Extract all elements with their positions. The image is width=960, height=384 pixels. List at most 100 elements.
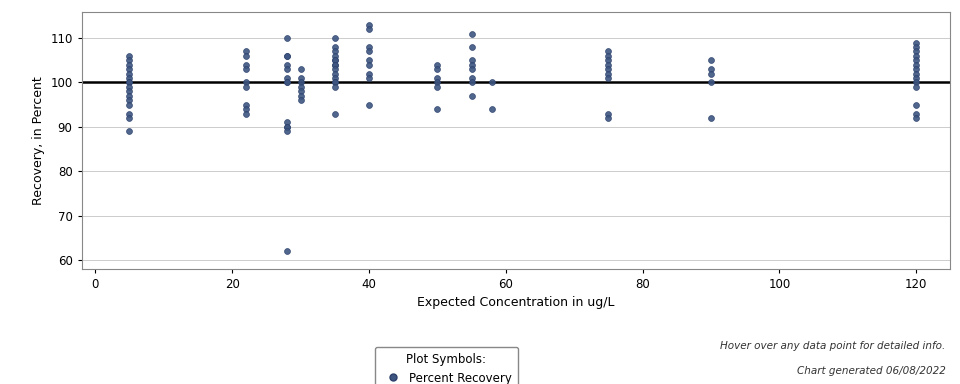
Point bbox=[908, 111, 924, 117]
Point bbox=[704, 66, 719, 72]
Point bbox=[279, 128, 295, 134]
Point bbox=[279, 53, 295, 59]
Point bbox=[293, 84, 308, 90]
Y-axis label: Recovery, in Percent: Recovery, in Percent bbox=[32, 76, 45, 205]
Point bbox=[122, 128, 137, 134]
Point bbox=[327, 66, 343, 72]
Point bbox=[908, 84, 924, 90]
Point bbox=[601, 66, 616, 72]
Point bbox=[908, 53, 924, 59]
Point bbox=[908, 57, 924, 63]
Point bbox=[361, 22, 376, 28]
Point bbox=[601, 53, 616, 59]
Legend: Percent Recovery: Percent Recovery bbox=[375, 347, 518, 384]
Point bbox=[601, 111, 616, 117]
Point bbox=[464, 44, 479, 50]
Point bbox=[238, 106, 253, 112]
Point bbox=[327, 57, 343, 63]
Point bbox=[279, 53, 295, 59]
Point bbox=[279, 35, 295, 41]
Point bbox=[601, 62, 616, 68]
Point bbox=[485, 106, 500, 112]
Point bbox=[122, 102, 137, 108]
Point bbox=[327, 84, 343, 90]
Point bbox=[279, 124, 295, 130]
Point bbox=[327, 79, 343, 86]
Point bbox=[430, 84, 445, 90]
Point bbox=[122, 66, 137, 72]
Point bbox=[122, 79, 137, 86]
Point bbox=[293, 66, 308, 72]
Point bbox=[908, 79, 924, 86]
Point bbox=[361, 48, 376, 55]
Point bbox=[704, 115, 719, 121]
Point bbox=[430, 66, 445, 72]
Point bbox=[601, 115, 616, 121]
Point bbox=[279, 75, 295, 81]
Point bbox=[327, 48, 343, 55]
Point bbox=[327, 57, 343, 63]
Point bbox=[430, 62, 445, 68]
Point bbox=[238, 79, 253, 86]
Point bbox=[361, 102, 376, 108]
Point bbox=[464, 79, 479, 86]
Point bbox=[279, 66, 295, 72]
Point bbox=[430, 79, 445, 86]
Point bbox=[122, 84, 137, 90]
Point bbox=[908, 48, 924, 55]
Point bbox=[908, 40, 924, 46]
Point bbox=[361, 44, 376, 50]
Point bbox=[704, 79, 719, 86]
Point bbox=[908, 71, 924, 77]
Point bbox=[327, 71, 343, 77]
Point bbox=[464, 57, 479, 63]
Point bbox=[122, 53, 137, 59]
Point bbox=[238, 53, 253, 59]
Point bbox=[122, 57, 137, 63]
Point bbox=[293, 97, 308, 103]
Point bbox=[293, 93, 308, 99]
Point bbox=[704, 71, 719, 77]
Point bbox=[293, 75, 308, 81]
Point bbox=[485, 79, 500, 86]
Point bbox=[361, 62, 376, 68]
Text: Hover over any data point for detailed info.: Hover over any data point for detailed i… bbox=[720, 341, 946, 351]
Point bbox=[430, 75, 445, 81]
Point bbox=[279, 62, 295, 68]
X-axis label: Expected Concentration in ug/L: Expected Concentration in ug/L bbox=[418, 296, 614, 310]
Point bbox=[327, 111, 343, 117]
Point bbox=[238, 111, 253, 117]
Point bbox=[122, 79, 137, 86]
Point bbox=[122, 71, 137, 77]
Point bbox=[601, 48, 616, 55]
Point bbox=[293, 79, 308, 86]
Text: Chart generated 06/08/2022: Chart generated 06/08/2022 bbox=[797, 366, 946, 376]
Point bbox=[908, 66, 924, 72]
Point bbox=[464, 62, 479, 68]
Point bbox=[327, 79, 343, 86]
Point bbox=[908, 115, 924, 121]
Point bbox=[361, 71, 376, 77]
Point bbox=[122, 88, 137, 94]
Point bbox=[361, 75, 376, 81]
Point bbox=[464, 75, 479, 81]
Point bbox=[279, 79, 295, 86]
Point bbox=[238, 102, 253, 108]
Point bbox=[327, 62, 343, 68]
Point bbox=[293, 88, 308, 94]
Point bbox=[430, 106, 445, 112]
Point bbox=[279, 124, 295, 130]
Point bbox=[238, 66, 253, 72]
Point bbox=[122, 111, 137, 117]
Point bbox=[122, 115, 137, 121]
Point bbox=[704, 57, 719, 63]
Point bbox=[238, 48, 253, 55]
Point bbox=[327, 62, 343, 68]
Point bbox=[122, 93, 137, 99]
Point bbox=[122, 75, 137, 81]
Point bbox=[601, 71, 616, 77]
Point bbox=[908, 62, 924, 68]
Point bbox=[464, 66, 479, 72]
Point bbox=[464, 31, 479, 37]
Point bbox=[908, 102, 924, 108]
